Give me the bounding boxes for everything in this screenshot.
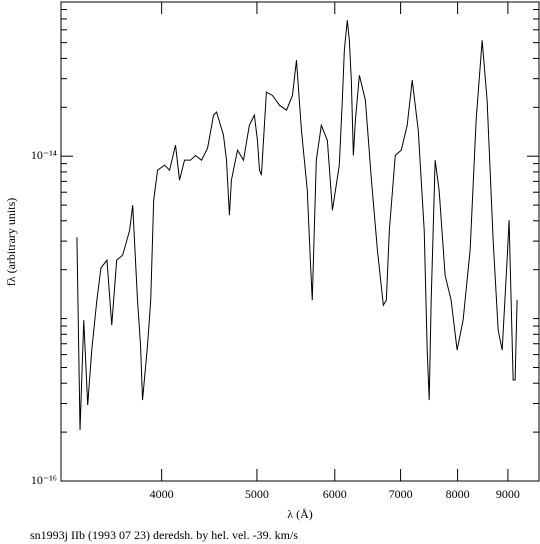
- x-tick-label: 6000: [323, 487, 347, 501]
- x-tick-label: 7000: [389, 487, 413, 501]
- y-tick-label: 10⁻¹⁶: [31, 473, 57, 487]
- x-axis-label: λ (Å): [287, 507, 312, 521]
- x-tick-label: 5000: [245, 487, 269, 501]
- x-tick-label: 9000: [496, 487, 520, 501]
- spectrum-line: [76, 20, 518, 431]
- plot-frame: [60, 1, 540, 482]
- y-axis-label: fλ (arbitrary units): [4, 198, 18, 286]
- x-tick-label: 8000: [446, 487, 470, 501]
- x-tick-label: 4000: [150, 487, 174, 501]
- y-tick-label: 10⁻¹⁴: [31, 148, 57, 162]
- caption: sn1993j IIb (1993 07 23) deredsh. by hel…: [30, 528, 298, 542]
